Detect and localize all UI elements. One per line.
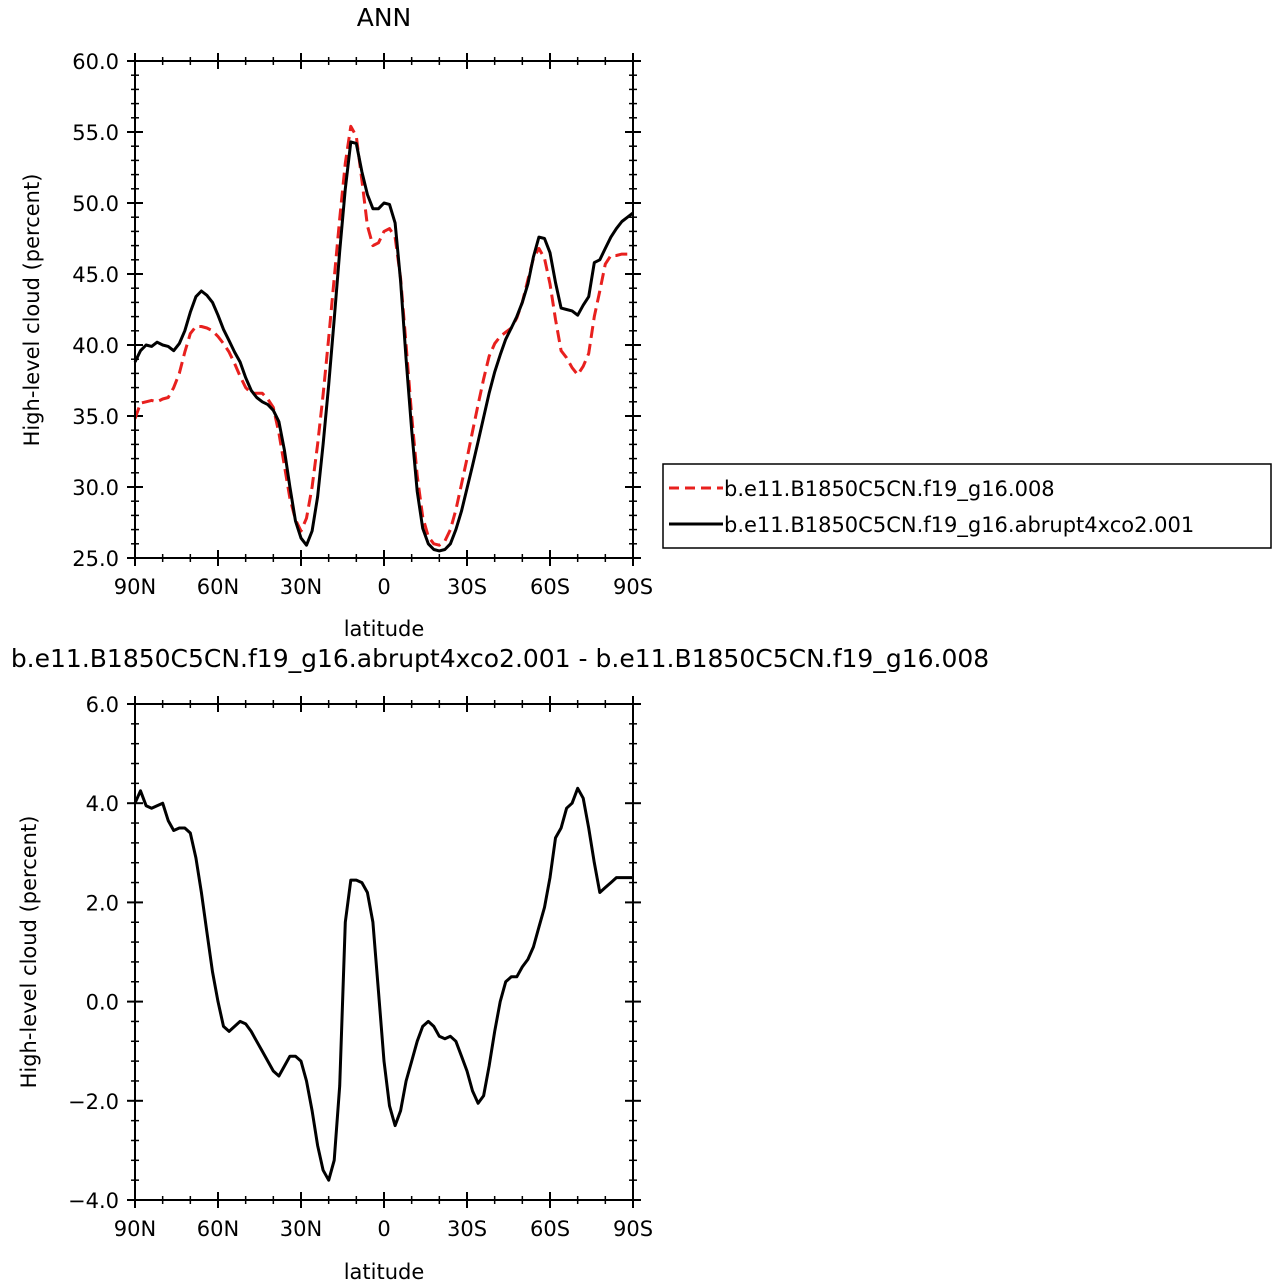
y-tick-label: 6.0 [86, 693, 119, 717]
bottom-panel-x-tick-labels: 90N 60N 30N 0 30S 60S 90S [114, 1217, 653, 1241]
top-panel-frame [134, 60, 634, 559]
x-tick-label: 30S [447, 575, 487, 599]
legend-box [662, 463, 1272, 549]
legend-label-control: b.e11.B1850C5CN.f19_g16.008 [724, 477, 1055, 502]
y-tick-label: 55.0 [72, 121, 119, 145]
x-tick-label: 30N [280, 575, 322, 599]
bottom-panel-y-axis-label: High-level cloud (percent) [17, 816, 41, 1089]
y-tick-label: 0.0 [86, 991, 119, 1015]
x-tick-label: 0 [377, 575, 390, 599]
series-line-0 [133, 124, 633, 547]
series-line-0 [133, 786, 633, 1182]
x-tick-label: 60N [197, 1217, 239, 1241]
x-tick-label: 30S [447, 1217, 487, 1241]
bottom-panel: b.e11.B1850C5CN.f19_g16.abrupt4xco2.001 … [11, 644, 989, 1284]
legend: b.e11.B1850C5CN.f19_g16.008 b.e11.B1850C… [662, 463, 1272, 549]
y-tick-label: 35.0 [72, 405, 119, 429]
y-tick-label: 50.0 [72, 192, 119, 216]
top-panel-title: ANN [357, 3, 412, 32]
x-tick-label: 90N [114, 1217, 156, 1241]
y-tick-label: 2.0 [86, 891, 119, 915]
y-tick-label: 25.0 [72, 547, 119, 571]
bottom-panel-title: b.e11.B1850C5CN.f19_g16.abrupt4xco2.001 … [11, 644, 989, 673]
x-tick-label: 60S [530, 575, 570, 599]
top-panel-y-tick-labels: 25.0 30.0 35.0 40.0 45.0 50.0 55.0 60.0 [72, 50, 119, 571]
bottom-panel-frame [134, 703, 634, 1201]
y-tick-label: 40.0 [72, 334, 119, 358]
x-tick-label: 0 [377, 1217, 390, 1241]
y-tick-label: −2.0 [68, 1090, 119, 1114]
x-tick-label: 30N [280, 1217, 322, 1241]
series-line-1 [133, 140, 634, 553]
x-tick-label: 90S [613, 575, 653, 599]
y-tick-label: −4.0 [68, 1189, 119, 1213]
top-panel-x-axis-label: latitude [344, 617, 425, 641]
top-panel-y-axis-label: High-level cloud (percent) [20, 174, 44, 447]
top-panel-series [133, 124, 634, 553]
x-tick-label: 90S [613, 1217, 653, 1241]
top-panel-x-tick-labels: 90N 60N 30N 0 30S 60S 90S [114, 575, 653, 599]
x-tick-label: 60S [530, 1217, 570, 1241]
y-tick-label: 30.0 [72, 476, 119, 500]
x-tick-label: 60N [197, 575, 239, 599]
top-panel: ANN 25.0 30.0 35.0 40.0 45.0 50.0 55.0 60.0 90N… [20, 3, 653, 641]
bottom-panel-y-tick-labels: −4.0 −2.0 0.0 2.0 4.0 6.0 [68, 693, 119, 1213]
bottom-panel-ticks [127, 696, 641, 1208]
bottom-panel-series [133, 786, 633, 1182]
y-tick-label: 60.0 [72, 50, 119, 74]
y-tick-label: 4.0 [86, 792, 119, 816]
y-tick-label: 45.0 [72, 263, 119, 287]
legend-label-abrupt4xco2: b.e11.B1850C5CN.f19_g16.abrupt4xco2.001 [724, 513, 1194, 538]
x-tick-label: 90N [114, 575, 156, 599]
bottom-panel-x-axis-label: latitude [344, 1260, 425, 1284]
